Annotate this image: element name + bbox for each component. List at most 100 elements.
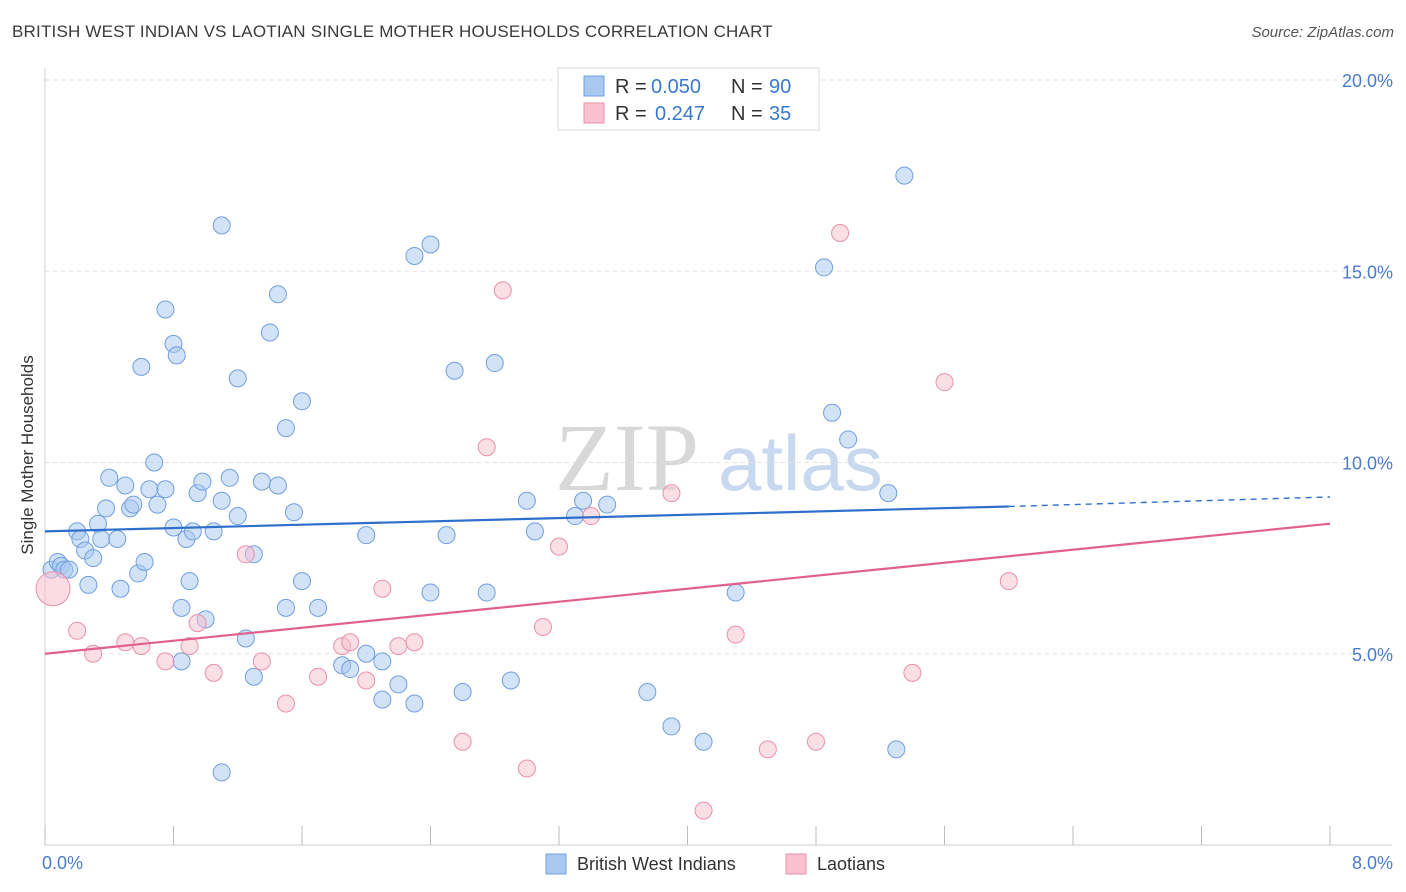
point-british-west-indians-31	[193, 472, 212, 491]
point-laotians-11	[309, 667, 328, 686]
stats-legend: R = 0.050 N = 90 R = 0.247 N = 35	[557, 67, 820, 131]
point-british-west-indians-20	[135, 552, 154, 571]
point-laotians-5	[156, 652, 175, 671]
point-british-west-indians-41	[284, 503, 303, 522]
point-british-west-indians-51	[453, 683, 472, 701]
axes	[44, 68, 1392, 846]
point-british-west-indians-77	[815, 258, 834, 277]
point-british-west-indians-74	[405, 246, 424, 265]
y-tick-label-15: 15.0%	[1342, 262, 1393, 282]
point-british-west-indians-83	[341, 660, 360, 679]
point-british-west-indians-15	[111, 579, 130, 598]
point-british-west-indians-14	[108, 530, 127, 548]
point-british-west-indians-56	[638, 683, 657, 701]
point-british-west-indians-40	[268, 476, 287, 495]
point-british-west-indians-75	[421, 235, 440, 254]
grid-lines	[45, 79, 1392, 655]
point-british-west-indians-29	[183, 522, 202, 541]
point-laotians-15	[389, 637, 408, 656]
point-british-west-indians-26	[172, 598, 191, 617]
point-laotians-16	[405, 633, 424, 652]
point-british-west-indians-54	[574, 491, 593, 510]
point-laotians-28	[807, 732, 825, 751]
point-laotians-19	[493, 281, 512, 300]
point-british-west-indians-87	[501, 671, 520, 690]
point-british-west-indians-22	[145, 453, 164, 472]
point-laotians-18	[477, 438, 496, 457]
point-british-west-indians-11	[92, 530, 111, 548]
point-british-west-indians-47	[389, 675, 408, 694]
point-british-west-indians-72	[276, 419, 295, 438]
point-laotians-26	[726, 625, 745, 644]
point-laotians-20	[517, 759, 536, 778]
point-british-west-indians-78	[895, 166, 914, 185]
point-british-west-indians-16	[116, 476, 135, 495]
legend-r-label-1: R =	[615, 103, 647, 125]
point-british-west-indians-62	[879, 484, 898, 503]
point-british-west-indians-53	[517, 491, 536, 510]
point-laotians-17	[453, 732, 472, 751]
point-laotians-0	[35, 571, 71, 607]
point-british-west-indians-50	[437, 526, 456, 545]
chart-title: BRITISH WEST INDIAN VS LAOTIAN SINGLE MO…	[12, 22, 773, 41]
legend-n-label-0: N =	[731, 76, 763, 98]
point-laotians-13	[357, 671, 376, 690]
legend-r-label-0: R =	[615, 76, 647, 98]
point-british-west-indians-76	[445, 361, 464, 380]
point-british-west-indians-28	[180, 572, 199, 591]
legend-r-value-1: 0.247	[655, 103, 705, 125]
point-british-west-indians-8	[79, 575, 98, 594]
point-laotians-33	[188, 614, 207, 633]
point-laotians-25	[694, 801, 713, 820]
point-british-west-indians-67	[167, 346, 186, 365]
point-british-west-indians-46	[373, 690, 392, 709]
point-british-west-indians-89	[566, 507, 585, 526]
trend-lines	[44, 496, 1331, 655]
point-british-west-indians-35	[220, 468, 239, 487]
y-axis-label: Single Mother Households	[18, 355, 37, 554]
point-british-west-indians-18	[124, 495, 143, 514]
point-british-west-indians-61	[839, 430, 858, 449]
point-british-west-indians-39	[252, 472, 271, 491]
series-legend: British West Indians Laotians	[545, 853, 885, 875]
point-laotians-27	[758, 740, 777, 759]
point-british-west-indians-60	[823, 403, 842, 422]
point-british-west-indians-84	[357, 644, 376, 663]
tick-labels: 5.0% 10.0% 15.0% 20.0% 0.0% 8.0%	[42, 71, 1393, 873]
point-british-west-indians-23	[148, 495, 167, 514]
point-british-west-indians-45	[357, 526, 376, 545]
point-british-west-indians-71	[268, 285, 287, 304]
point-british-west-indians-68	[212, 216, 231, 235]
y-tick-label-10: 10.0%	[1342, 454, 1393, 474]
legend-r-value-0: 0.050	[651, 76, 701, 98]
point-laotians-8	[236, 545, 255, 564]
point-laotians-9	[252, 652, 271, 671]
point-laotians-3	[116, 633, 135, 652]
point-laotians-14	[373, 579, 392, 598]
x-tick-label-max: 8.0%	[1352, 853, 1393, 873]
point-british-west-indians-36	[228, 507, 247, 526]
source-label: Source: ZipAtlas.com	[1251, 24, 1394, 41]
point-british-west-indians-52	[485, 354, 504, 373]
point-british-west-indians-63	[887, 740, 906, 759]
data-points	[35, 166, 1018, 820]
point-british-west-indians-21	[140, 480, 159, 499]
legend-n-value-0: 90	[769, 76, 791, 98]
point-british-west-indians-69	[228, 369, 247, 388]
point-british-west-indians-58	[694, 732, 713, 751]
point-british-west-indians-48	[405, 694, 424, 713]
y-tick-label-5: 5.0%	[1352, 645, 1393, 665]
point-british-west-indians-85	[373, 652, 392, 671]
point-british-west-indians-43	[309, 598, 328, 617]
point-laotians-10	[276, 694, 295, 713]
trend-line-0	[44, 505, 1009, 533]
point-laotians-6	[180, 637, 199, 656]
trend-line-1	[44, 522, 1331, 655]
point-british-west-indians-81	[244, 667, 263, 686]
point-laotians-7	[204, 663, 223, 682]
point-laotians-4	[132, 637, 151, 656]
point-british-west-indians-24	[156, 480, 175, 499]
point-laotians-29	[831, 224, 850, 242]
point-british-west-indians-49	[421, 583, 440, 602]
